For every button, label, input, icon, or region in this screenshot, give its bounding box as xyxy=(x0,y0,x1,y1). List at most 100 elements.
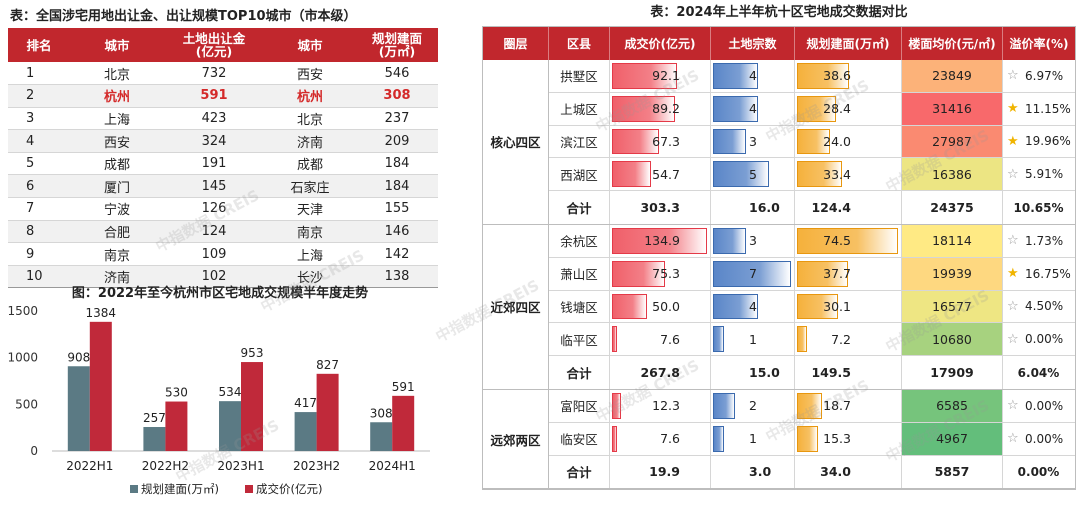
price-cell: 50.0 xyxy=(610,290,711,323)
area-bar xyxy=(797,63,849,89)
district-cell: 富阳区 xyxy=(549,389,610,422)
area-cell: 308 xyxy=(356,84,438,108)
top10-row: 10 济南 102 长沙 138 xyxy=(8,265,438,289)
area-bar xyxy=(797,161,842,188)
y-tick-label: 1000 xyxy=(7,351,38,365)
premium-value: 6.04% xyxy=(1017,365,1060,380)
premium-value: 0.00% xyxy=(1025,398,1064,413)
count-cell: 4 xyxy=(711,92,795,125)
count-value: 16.0 xyxy=(749,200,780,216)
price-value: 50.0 xyxy=(652,298,680,314)
bar-price xyxy=(165,401,188,451)
x-tick-label: 2024H1 xyxy=(369,459,416,473)
data-label: 591 xyxy=(392,380,415,394)
area-cell: 24.0 xyxy=(795,125,902,158)
revenue-cell: 591 xyxy=(164,84,264,108)
area-bar xyxy=(797,326,807,353)
area-value: 15.3 xyxy=(823,431,851,447)
price-cell: 134.9 xyxy=(610,224,711,257)
area-bar xyxy=(797,260,848,287)
unit-price-cell: 24375 xyxy=(902,191,1003,224)
district-cell: 萧山区 xyxy=(549,257,610,290)
x-tick-label: 2023H2 xyxy=(293,459,340,473)
district-row: 临安区 7.6 1 15.3 4967 ☆ 0.00% xyxy=(549,422,1075,456)
header-district: 区县 xyxy=(549,27,610,60)
city-b-cell: 北京 xyxy=(264,107,356,131)
area-value: 74.5 xyxy=(823,233,851,249)
price-value: 89.2 xyxy=(652,101,680,117)
rank-cell: 2 xyxy=(8,84,70,108)
area-value: 30.1 xyxy=(823,298,851,314)
revenue-cell: 145 xyxy=(164,174,264,199)
unit-price-cell: 16386 xyxy=(902,158,1003,191)
district-group: 核心四区 拱墅区 92.1 4 38.6 23849 ☆ 6.97% 上城区 89.2 4 28.4 3… xyxy=(483,60,1075,225)
star-icon: ☆ xyxy=(1007,398,1019,414)
group-total-row: 合计 19.9 3.0 34.0 5857 0.00% xyxy=(549,455,1075,489)
price-cell: 303.3 xyxy=(610,191,711,224)
star-icon: ★ xyxy=(1007,266,1019,282)
star-icon: ☆ xyxy=(1007,331,1019,347)
count-value: 2 xyxy=(749,398,757,414)
premium-value: 6.97% xyxy=(1025,68,1064,83)
unit-price-cell: 17909 xyxy=(902,356,1003,389)
count-cell: 4 xyxy=(711,290,795,323)
bar-area xyxy=(370,422,393,451)
district-row: 滨江区 67.3 3 24.0 27987 ★ 19.96% xyxy=(549,125,1075,159)
group-name: 远郊两区 xyxy=(483,389,549,489)
district-row: 钱塘区 50.0 4 30.1 16577 ☆ 4.50% xyxy=(549,290,1075,324)
header-area: 规划建面(万㎡) xyxy=(356,28,438,62)
area-cell: 7.2 xyxy=(795,323,902,356)
city-b-cell: 天津 xyxy=(264,197,356,221)
district-cell: 滨江区 xyxy=(549,125,610,158)
price-bar xyxy=(612,293,647,320)
city-a-cell: 合肥 xyxy=(70,220,164,244)
chart-title: 图：2022年至今杭州市区宅地成交规模半年度走势 xyxy=(72,285,368,301)
price-cell: 54.7 xyxy=(610,158,711,191)
count-bar xyxy=(713,425,724,452)
count-value: 7 xyxy=(749,266,757,282)
unit-price-cell: 5857 xyxy=(902,455,1003,489)
city-b-cell: 上海 xyxy=(264,242,356,266)
district-cell: 西湖区 xyxy=(549,158,610,191)
bar-price xyxy=(89,321,112,451)
count-cell: 3 xyxy=(711,125,795,158)
district-table-panel: 表：2024年上半年杭十区宅地成交数据对比 圈层 区县 成交价(亿元) 土地宗数… xyxy=(482,2,1076,491)
price-bar xyxy=(612,326,617,353)
area-cell: 209 xyxy=(356,129,438,153)
area-cell: 15.3 xyxy=(795,422,902,455)
price-value: 12.3 xyxy=(652,398,680,414)
revenue-cell: 109 xyxy=(164,242,264,266)
area-cell: 18.7 xyxy=(795,389,902,422)
price-value: 54.7 xyxy=(652,166,680,182)
area-cell: 74.5 xyxy=(795,224,902,257)
revenue-cell: 324 xyxy=(164,129,264,153)
header-city-a: 城市 xyxy=(70,28,164,62)
count-bar xyxy=(713,392,735,419)
count-cell: 7 xyxy=(711,257,795,290)
district-title: 表：2024年上半年杭十区宅地成交数据对比 xyxy=(650,5,908,20)
rank-cell: 3 xyxy=(8,107,70,131)
price-value: 92.1 xyxy=(652,68,680,84)
area-bar xyxy=(797,227,898,254)
top10-row: 5 成都 191 成都 184 xyxy=(8,152,438,176)
count-cell: 3 xyxy=(711,224,795,257)
premium-cell: ☆ 1.73% xyxy=(1003,225,1074,257)
city-b-cell: 成都 xyxy=(264,152,356,176)
unit-price-cell: 18114 xyxy=(902,224,1003,257)
bar-price xyxy=(241,362,263,451)
price-cell: 67.3 xyxy=(610,125,711,158)
bar-price xyxy=(316,373,339,451)
count-value: 5 xyxy=(749,166,757,182)
y-tick-label: 0 xyxy=(30,444,38,458)
top10-table: 排名 城市 土地出让金 (亿元) 城市 规划建面 (万㎡) 1 北京 732 西安 546 2… xyxy=(8,28,438,289)
x-tick-label: 2022H1 xyxy=(66,459,113,473)
star-icon: ☆ xyxy=(1007,68,1019,84)
premium-cell: 10.65% xyxy=(1003,191,1074,224)
city-a-cell: 厦门 xyxy=(70,174,164,199)
premium-value: 5.91% xyxy=(1025,167,1064,182)
city-a-cell: 杭州 xyxy=(70,84,164,108)
count-bar xyxy=(713,326,724,353)
count-cell: 1 xyxy=(711,323,795,356)
unit-price-cell: 4967 xyxy=(902,422,1003,455)
area-bar xyxy=(797,95,836,122)
